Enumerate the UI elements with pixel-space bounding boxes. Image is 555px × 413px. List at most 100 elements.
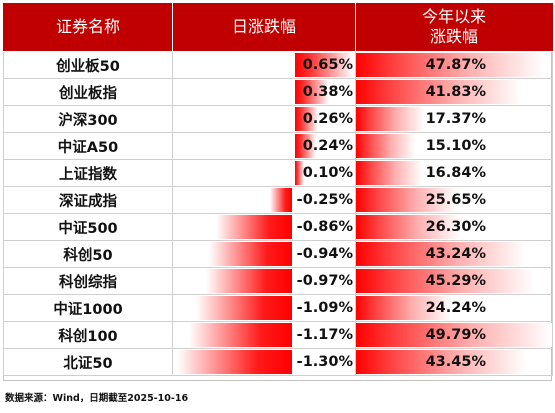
ytd-change-bar bbox=[356, 350, 528, 374]
daily-change-bar bbox=[208, 242, 292, 266]
daily-change-cell: 0.10% bbox=[172, 159, 356, 187]
table-row: 创业板指 0.38% 41.83% bbox=[3, 78, 553, 106]
daily-change-cell: -1.17% bbox=[172, 321, 356, 349]
security-name: 中证1000 bbox=[3, 294, 173, 322]
security-name: 北证50 bbox=[3, 348, 173, 376]
daily-change-bar bbox=[177, 350, 292, 374]
ytd-change-value: 24.24% bbox=[425, 300, 486, 316]
table-row: 沪深300 0.26% 17.37% bbox=[3, 105, 553, 133]
ytd-change-value: 49.79% bbox=[425, 327, 486, 343]
ytd-change-bar bbox=[356, 323, 552, 347]
daily-change-bar bbox=[295, 161, 304, 185]
ytd-change-value: 15.10% bbox=[425, 138, 486, 154]
daily-change-value: 0.10% bbox=[302, 165, 353, 181]
daily-change-cell: -0.86% bbox=[172, 213, 356, 241]
table-row: 中证A50 0.24% 15.10% bbox=[3, 132, 553, 160]
header-ytd-line2: 涨跌幅 bbox=[429, 27, 478, 46]
table-body: 创业板50 0.65% 47.87% 创业板指 0.38% 41.83% 沪深300 0.26… bbox=[3, 51, 553, 376]
ytd-change-bar bbox=[356, 161, 423, 185]
table-row: 创业板50 0.65% 47.87% bbox=[3, 51, 553, 79]
ytd-change-value: 16.84% bbox=[425, 165, 486, 181]
daily-change-value: 0.65% bbox=[302, 57, 353, 73]
header-daily-change: 日涨跌幅 bbox=[172, 3, 356, 52]
header-security-name: 证券名称 bbox=[3, 3, 173, 52]
table-row: 科创100 -1.17% 49.79% bbox=[3, 321, 553, 349]
ytd-change-bar bbox=[356, 269, 535, 293]
ytd-change-cell: 41.83% bbox=[355, 78, 553, 106]
daily-change-cell: 0.26% bbox=[172, 105, 356, 133]
table-header-row: 证券名称 日涨跌幅 今年以来 涨跌幅 bbox=[3, 3, 553, 52]
ytd-change-bar bbox=[356, 188, 457, 212]
ytd-change-cell: 45.29% bbox=[355, 267, 553, 295]
security-name: 沪深300 bbox=[3, 105, 173, 133]
security-name: 创业板指 bbox=[3, 78, 173, 106]
table-row: 科创综指 -0.97% 45.29% bbox=[3, 267, 553, 295]
ytd-change-cell: 43.45% bbox=[355, 348, 553, 376]
daily-change-cell: -1.30% bbox=[172, 348, 356, 376]
daily-change-value: -0.86% bbox=[296, 219, 353, 235]
daily-change-cell: 0.38% bbox=[172, 78, 356, 106]
daily-change-value: 0.26% bbox=[302, 111, 353, 127]
ytd-change-value: 41.83% bbox=[425, 84, 486, 100]
daily-change-bar bbox=[269, 188, 292, 212]
ytd-change-bar bbox=[356, 242, 527, 266]
security-name: 科创综指 bbox=[3, 267, 173, 295]
table-row: 上证指数 0.10% 16.84% bbox=[3, 159, 553, 187]
ytd-change-value: 43.45% bbox=[425, 354, 486, 370]
ytd-change-bar bbox=[356, 53, 545, 77]
daily-change-value: -1.17% bbox=[296, 327, 353, 343]
security-name: 科创100 bbox=[3, 321, 173, 349]
daily-change-cell: 0.24% bbox=[172, 132, 356, 160]
daily-change-value: -1.30% bbox=[296, 354, 353, 370]
daily-change-bar bbox=[195, 296, 292, 320]
ytd-change-cell: 15.10% bbox=[355, 132, 553, 160]
daily-change-value: -0.97% bbox=[296, 273, 353, 289]
ytd-change-cell: 47.87% bbox=[355, 51, 553, 79]
security-name: 深证成指 bbox=[3, 186, 173, 214]
ytd-change-cell: 43.24% bbox=[355, 240, 553, 268]
security-name: 科创50 bbox=[3, 240, 173, 268]
ytd-change-value: 26.30% bbox=[425, 219, 486, 235]
ytd-change-cell: 16.84% bbox=[355, 159, 553, 187]
ytd-change-value: 17.37% bbox=[425, 111, 486, 127]
ytd-change-cell: 24.24% bbox=[355, 294, 553, 322]
daily-change-cell: -0.97% bbox=[172, 267, 356, 295]
table-row: 中证500 -0.86% 26.30% bbox=[3, 213, 553, 241]
daily-change-cell: -0.94% bbox=[172, 240, 356, 268]
table-row: 中证1000 -1.09% 24.24% bbox=[3, 294, 553, 322]
daily-change-bar bbox=[188, 323, 292, 347]
daily-change-value: 0.38% bbox=[302, 84, 353, 100]
daily-change-bar bbox=[206, 269, 292, 293]
ytd-change-value: 45.29% bbox=[425, 273, 486, 289]
daily-change-value: 0.24% bbox=[302, 138, 353, 154]
security-name: 中证A50 bbox=[3, 132, 173, 160]
daily-change-value: -0.94% bbox=[296, 246, 353, 262]
index-performance-table: 证券名称 日涨跌幅 今年以来 涨跌幅 创业板50 0.65% 47.87% 创业板指 0… bbox=[3, 3, 553, 376]
ytd-change-bar bbox=[356, 134, 416, 158]
ytd-change-cell: 26.30% bbox=[355, 213, 553, 241]
daily-change-bar bbox=[295, 53, 353, 77]
ytd-change-cell: 17.37% bbox=[355, 105, 553, 133]
ytd-change-bar bbox=[356, 80, 521, 104]
daily-change-bar bbox=[295, 80, 329, 104]
ytd-change-cell: 25.65% bbox=[355, 186, 553, 214]
ytd-change-cell: 49.79% bbox=[355, 321, 553, 349]
header-ytd-line1: 今年以来 bbox=[421, 7, 486, 26]
daily-change-value: -0.25% bbox=[296, 192, 353, 208]
table-row: 科创50 -0.94% 43.24% bbox=[3, 240, 553, 268]
daily-change-bar bbox=[295, 134, 317, 158]
table-row: 深证成指 -0.25% 25.65% bbox=[3, 186, 553, 214]
ytd-change-bar bbox=[356, 107, 425, 131]
security-name: 上证指数 bbox=[3, 159, 173, 187]
daily-change-bar bbox=[295, 107, 319, 131]
ytd-change-value: 25.65% bbox=[425, 192, 486, 208]
ytd-change-value: 43.24% bbox=[425, 246, 486, 262]
daily-change-value: -1.09% bbox=[296, 300, 353, 316]
daily-change-cell: 0.65% bbox=[172, 51, 356, 79]
daily-change-cell: -1.09% bbox=[172, 294, 356, 322]
ytd-change-value: 47.87% bbox=[425, 57, 486, 73]
daily-change-cell: -0.25% bbox=[172, 186, 356, 214]
daily-change-bar bbox=[215, 215, 292, 239]
security-name: 创业板50 bbox=[3, 51, 173, 79]
table-row: 北证50 -1.30% 43.45% bbox=[3, 348, 553, 376]
